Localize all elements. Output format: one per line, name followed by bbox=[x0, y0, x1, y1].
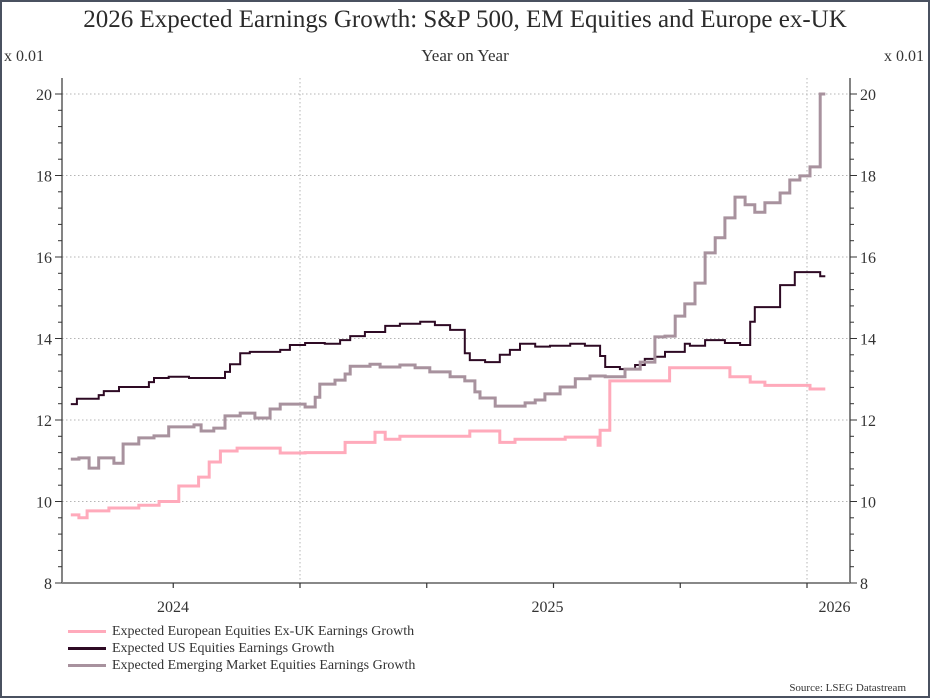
x-tick-label: 2026 bbox=[819, 599, 851, 616]
y-tick-label-right: 20 bbox=[860, 87, 876, 104]
y-tick-label-right: 8 bbox=[860, 576, 868, 593]
series-line-3 bbox=[70, 92, 826, 470]
legend-swatch bbox=[68, 664, 106, 667]
y-tick-label-left: 14 bbox=[36, 332, 52, 349]
y-tick-label-right: 18 bbox=[860, 169, 876, 186]
series-line-1 bbox=[70, 366, 826, 520]
y-tick-label-left: 12 bbox=[36, 413, 52, 430]
y-axis-unit-left: x 0.01 bbox=[4, 48, 44, 65]
y-tick-label-left: 20 bbox=[36, 87, 52, 104]
chart-subtitle: Year on Year bbox=[421, 46, 509, 65]
legend-swatch bbox=[68, 630, 106, 633]
legend-label: Expected European Equities Ex-UK Earning… bbox=[112, 623, 415, 639]
y-tick-label-right: 12 bbox=[860, 413, 876, 430]
legend-item: Expected Emerging Market Equities Earnin… bbox=[68, 657, 415, 674]
legend-label: Expected Emerging Market Equities Earnin… bbox=[112, 657, 416, 673]
legend-item: Expected European Equities Ex-UK Earning… bbox=[68, 623, 415, 640]
legend: Expected European Equities Ex-UK Earning… bbox=[68, 623, 415, 674]
legend-label: Expected US Equities Earnings Growth bbox=[112, 640, 335, 656]
y-tick-label-right: 14 bbox=[860, 332, 876, 349]
y-tick-label-left: 8 bbox=[44, 576, 52, 593]
y-tick-label-left: 10 bbox=[36, 495, 52, 512]
y-tick-label-left: 18 bbox=[36, 169, 52, 186]
x-tick-label: 2024 bbox=[157, 599, 189, 616]
y-tick-label-right: 10 bbox=[860, 495, 876, 512]
y-axis-unit-right: x 0.01 bbox=[884, 48, 924, 65]
series-line-2 bbox=[70, 271, 826, 406]
y-tick-label-right: 16 bbox=[860, 250, 876, 267]
y-tick-label-left: 16 bbox=[36, 250, 52, 267]
legend-swatch bbox=[68, 647, 106, 650]
source-note: Source: LSEG Datastream bbox=[789, 682, 906, 694]
x-tick-label: 2025 bbox=[532, 599, 564, 616]
legend-item: Expected US Equities Earnings Growth bbox=[68, 640, 415, 657]
chart-title: 2026 Expected Earnings Growth: S&P 500, … bbox=[83, 6, 847, 33]
